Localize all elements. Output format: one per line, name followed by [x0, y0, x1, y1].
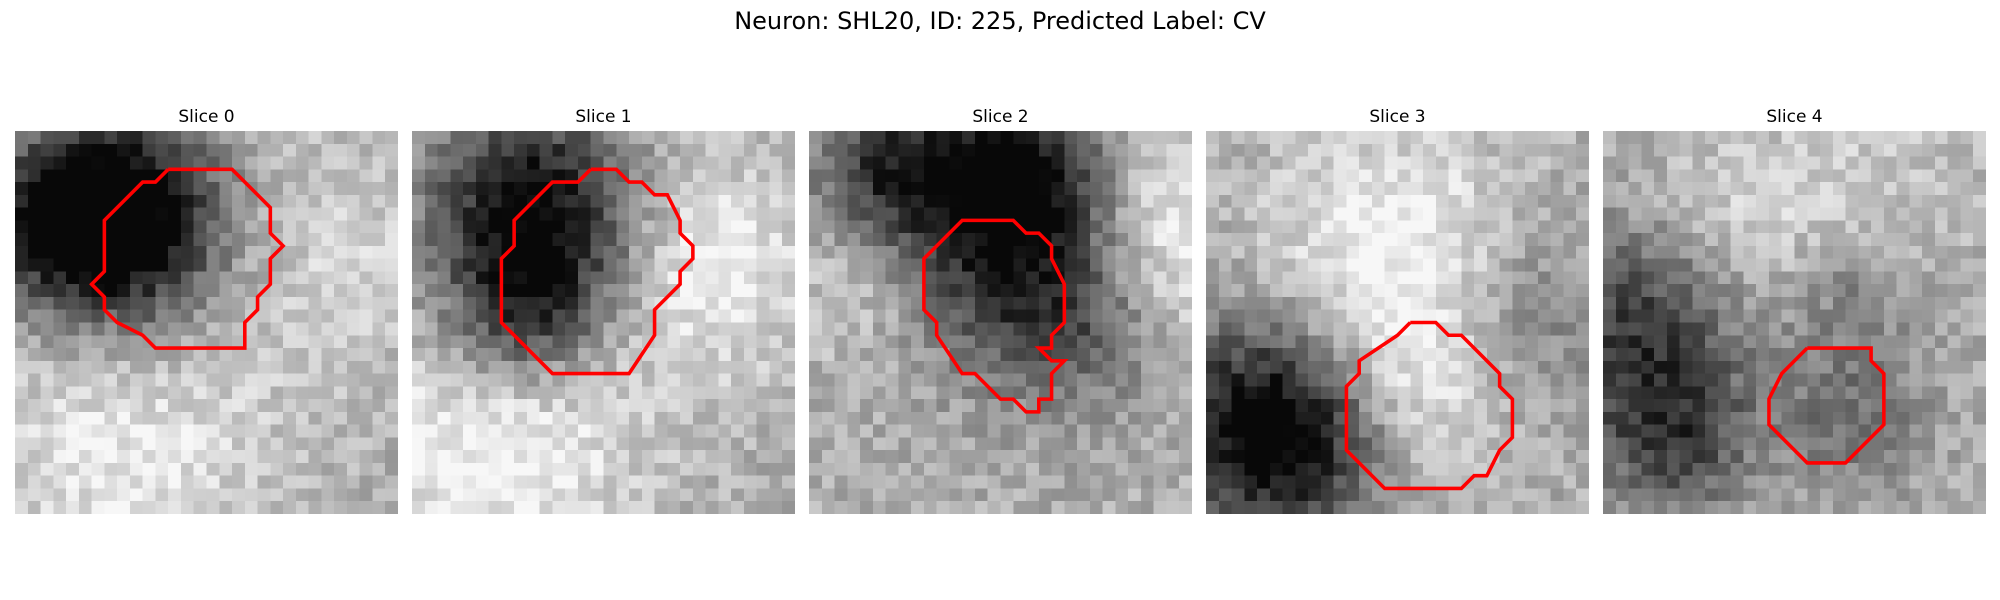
roi-contour: [1767, 346, 1886, 465]
slice-image-2: [809, 131, 1192, 514]
figure-title: Neuron: SHL20, ID: 225, Predicted Label:…: [734, 7, 1266, 35]
roi-contour: [1344, 320, 1515, 491]
slice-panel-4: Slice 4: [1603, 106, 1986, 514]
slice-panel-2: Slice 2: [809, 106, 1192, 514]
slice-title-1: Slice 1: [575, 107, 632, 127]
pixel-grid: [412, 131, 795, 514]
slice-image-4: [1603, 131, 1986, 514]
slice-panel-1: Slice 1: [412, 106, 795, 514]
slice-title-3: Slice 3: [1369, 107, 1426, 127]
pixel-grid: [809, 131, 1192, 514]
slice-title-0: Slice 0: [178, 107, 235, 127]
slice-title-4: Slice 4: [1766, 107, 1823, 127]
roi-contour: [922, 218, 1069, 414]
pixel-grid: [1603, 131, 1986, 514]
roi-contour: [89, 167, 286, 350]
slice-title-2: Slice 2: [972, 107, 1029, 127]
pixel-grid: [15, 131, 398, 514]
slice-panel-3: Slice 3: [1206, 106, 1589, 514]
pixel-grid: [1206, 131, 1589, 514]
slice-image-1: [412, 131, 795, 514]
roi-contour: [499, 167, 695, 376]
slice-image-3: [1206, 131, 1589, 514]
slice-panel-0: Slice 0: [15, 106, 398, 514]
slice-image-0: [15, 131, 398, 514]
